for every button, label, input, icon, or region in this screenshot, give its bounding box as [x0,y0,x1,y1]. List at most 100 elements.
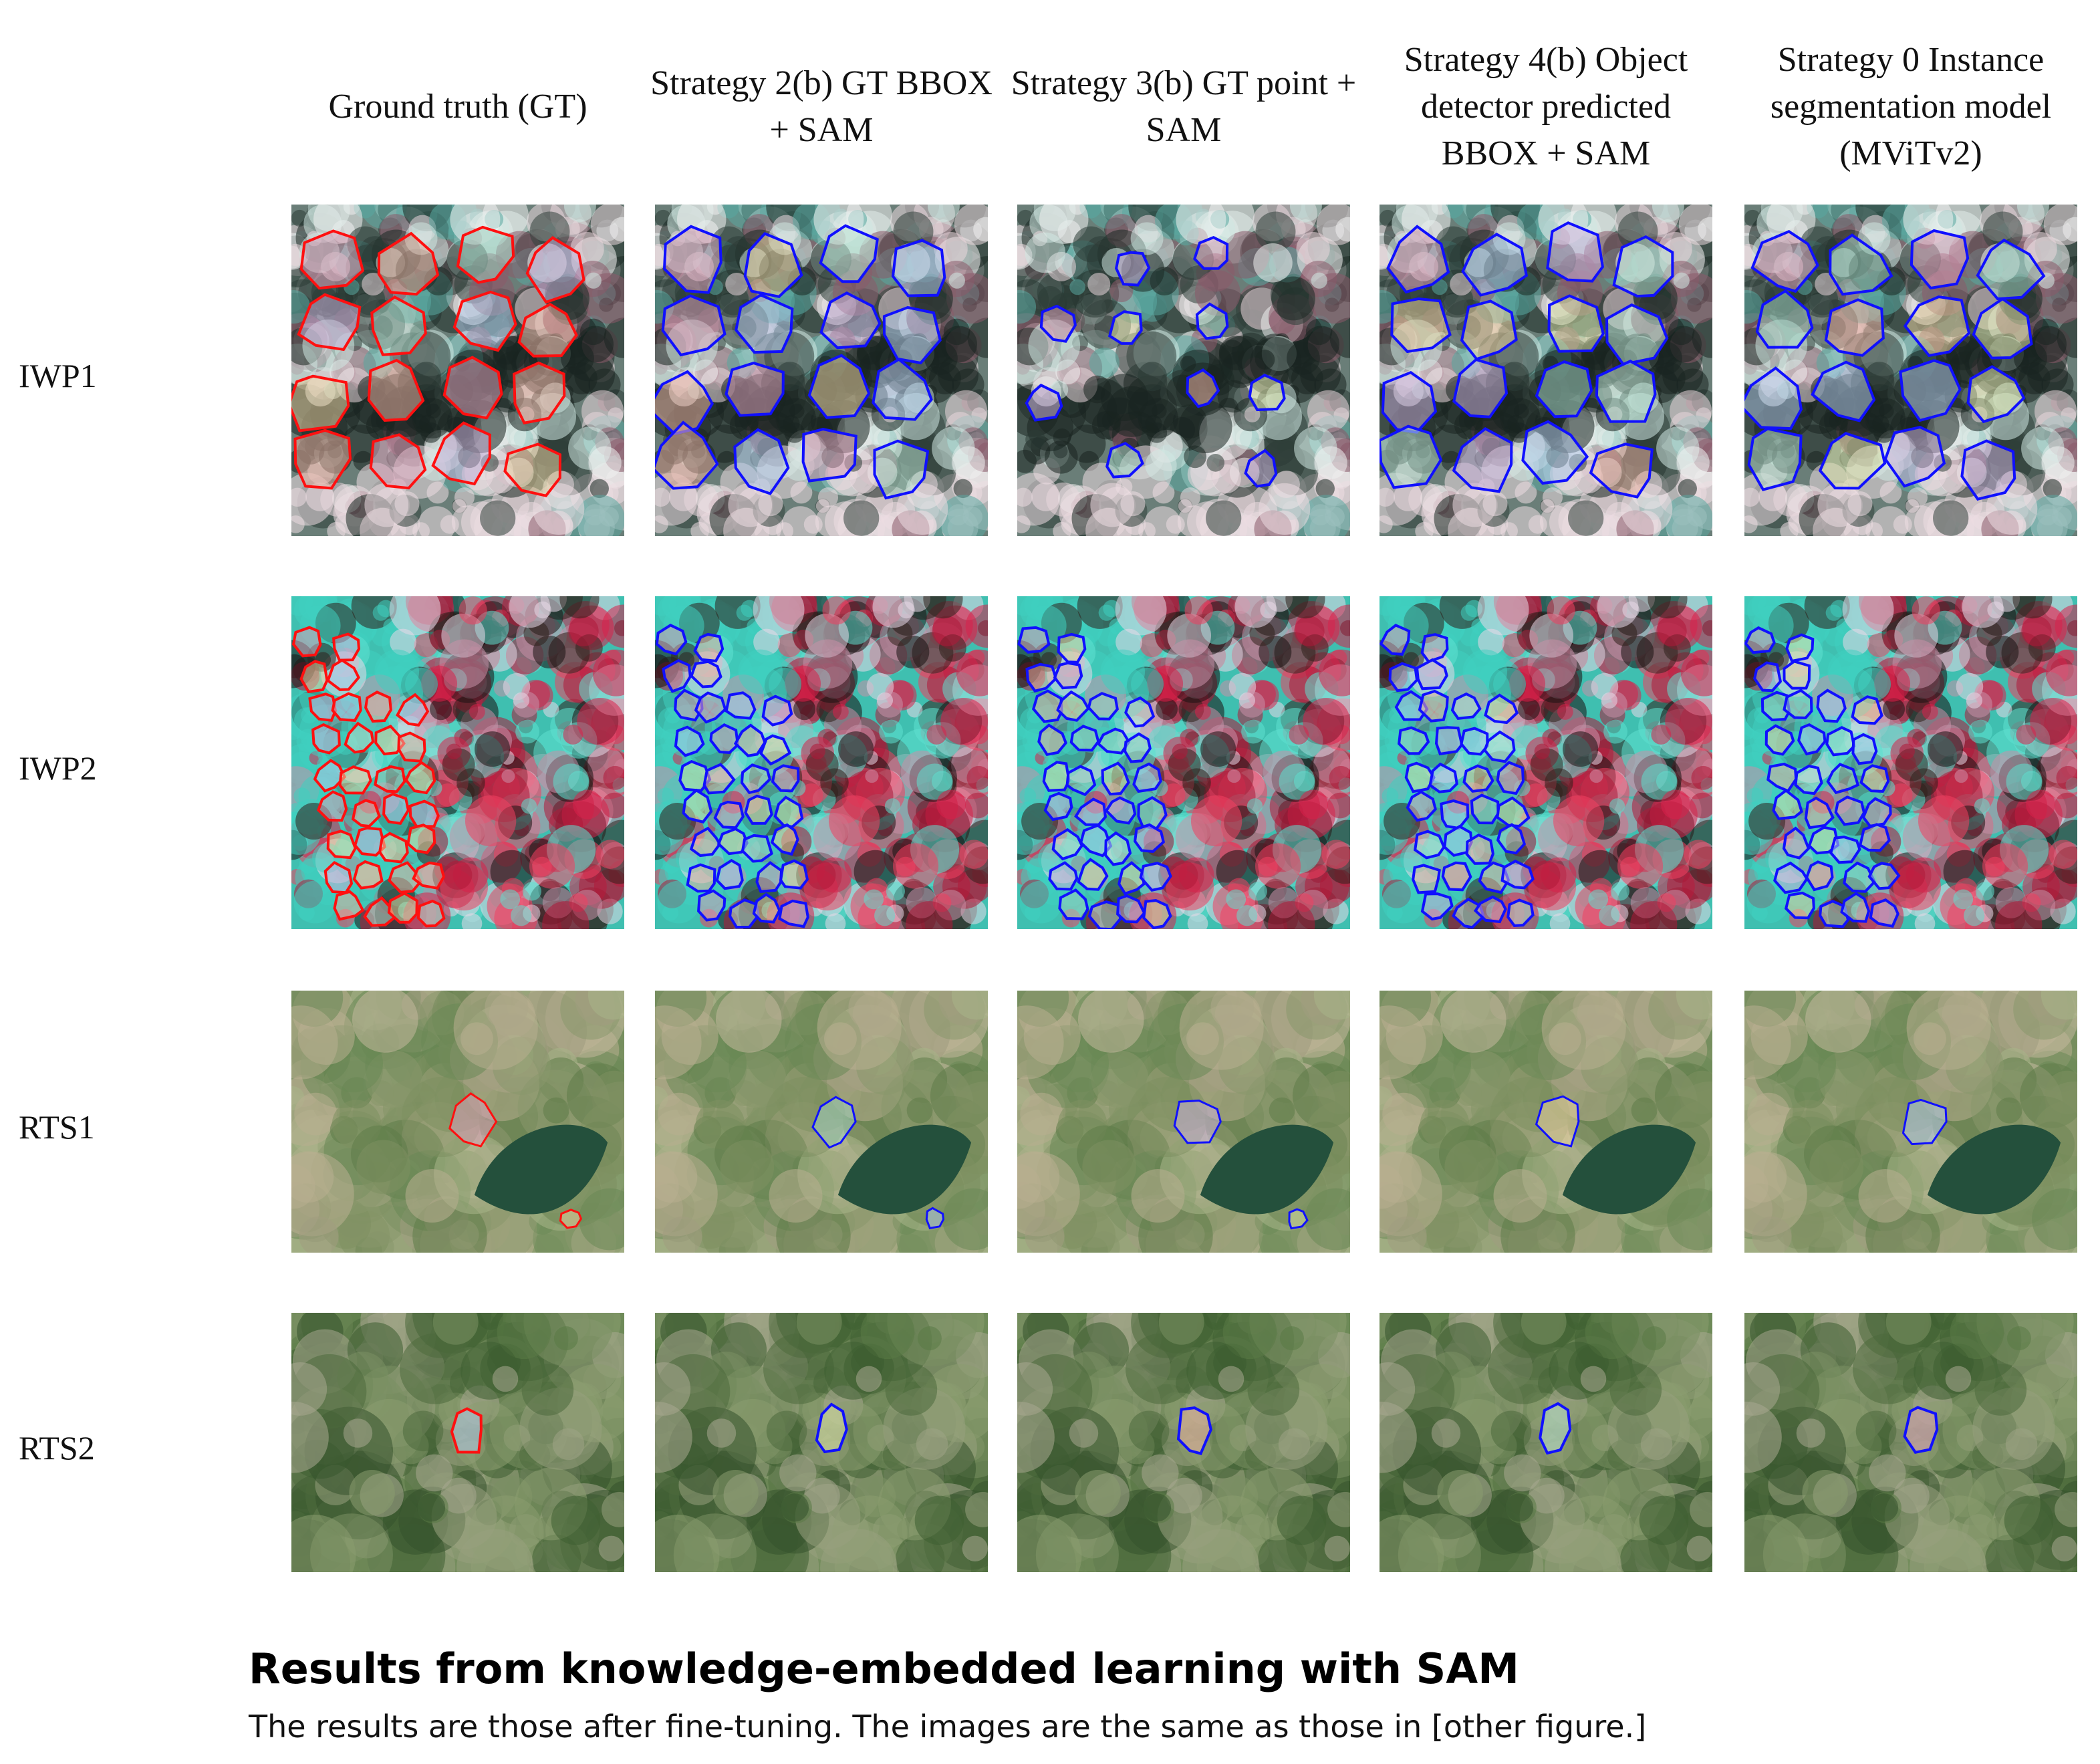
segment-mask [872,358,933,421]
segment-mask [1390,297,1452,354]
texture [1321,840,1350,869]
segment-mask [1840,892,1871,923]
texture [753,628,780,656]
segment-mask [338,765,372,795]
texture [1017,290,1037,324]
texture [567,771,589,792]
texture [610,217,624,242]
texture [1168,860,1198,890]
segment-mask [1899,359,1962,422]
texture [1090,483,1135,527]
texture [1145,414,1162,432]
segment-mask [364,690,392,723]
texture [390,628,416,656]
texture [1882,698,1906,721]
segment-mask [733,723,767,757]
texture [1100,374,1148,421]
segment-mask [682,788,713,824]
texture [1617,843,1664,889]
texture [973,217,988,242]
segment-mask [397,731,426,763]
texture [1019,787,1037,805]
segment-mask [1118,861,1146,896]
segment-mask [709,723,740,755]
texture [1296,232,1330,266]
texture [753,596,805,636]
segment-mask [1755,289,1814,349]
segment-mask [1450,692,1482,721]
texture [1589,769,1603,783]
texture [793,698,816,721]
texture [1482,491,1508,517]
segment-mask [299,660,329,694]
segment-mask [351,799,381,828]
texture [1053,521,1071,536]
texture [1087,272,1111,296]
texture [1975,882,1994,901]
segment-mask [1053,661,1083,690]
segment-mask [1415,658,1448,690]
texture [1773,482,1808,517]
segment-mask [1783,688,1813,720]
texture [588,446,622,479]
segment-mask [1104,796,1137,825]
segment-mask [344,721,375,754]
texture [832,704,849,720]
segment-mask [1386,225,1450,294]
texture [2043,479,2062,499]
segment-mask [1380,424,1443,489]
segment-mask [1804,796,1835,830]
segment-mask [1811,360,1876,422]
segment-mask [713,800,745,830]
texture [1314,446,1347,479]
texture [1746,880,1790,924]
segment-mask [733,428,790,495]
texture [1253,243,1293,283]
texture [575,495,624,536]
texture [522,882,541,901]
segment-mask [1976,238,2046,301]
texture [1995,901,2043,929]
texture [1610,882,1629,901]
texture [758,491,783,517]
segment-mask [661,294,727,357]
texture [1780,521,1799,536]
texture [405,1169,459,1223]
segment-mask [1443,824,1473,857]
texture [923,596,963,619]
segment-mask [1861,797,1892,828]
texture [352,991,418,1053]
segment-mask [1404,761,1436,793]
segment-mask [1116,894,1146,924]
texture [1131,667,1164,701]
texture [1227,769,1241,783]
segment-mask [513,361,566,424]
texture [898,601,915,619]
segment-mask [891,239,946,297]
texture [501,769,515,783]
texture [820,768,849,797]
texture [1744,290,1764,324]
texture [2030,698,2077,745]
texture [1545,768,1573,797]
segment-mask [1414,830,1446,860]
texture [1493,667,1527,701]
texture [1865,362,1895,392]
texture [1268,901,1315,929]
segment-mask [404,761,436,795]
texture [926,725,947,745]
texture [886,882,905,901]
texture [1691,765,1712,790]
segment-mask [293,428,352,490]
texture [573,789,603,820]
texture [736,604,753,621]
texture [1872,414,1889,432]
texture [1194,270,1240,316]
segment-mask [1834,795,1866,826]
segment-mask [1434,726,1464,756]
texture [436,783,460,807]
texture [1260,601,1277,619]
segment-mask [1818,432,1887,490]
segment-mask [1484,693,1519,725]
texture [577,698,624,745]
